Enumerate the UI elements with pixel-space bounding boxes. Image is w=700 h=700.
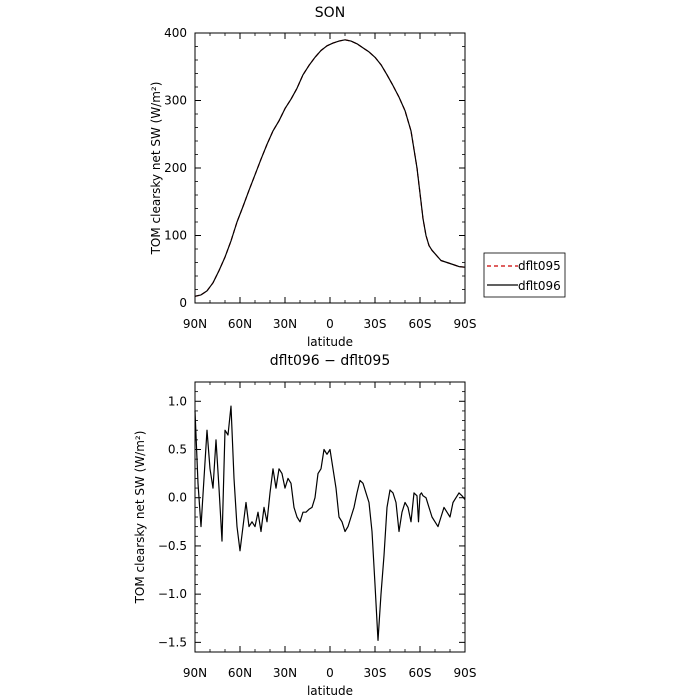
top-y-tick-label: 300 — [164, 94, 187, 108]
legend-box — [483, 252, 566, 298]
bottom-plot-frame — [194, 381, 466, 653]
legend-label-dflt095: dflt095 — [518, 259, 561, 273]
top-series — [194, 39, 466, 297]
bottom-y-axis-label: TOM clearsky net SW (W/m²) — [133, 431, 147, 605]
top-y-tick-label: 0 — [179, 296, 187, 310]
top-series-line-dflt096 — [194, 39, 466, 297]
bottom-y-tick-label: −1.0 — [158, 587, 187, 601]
bottom-x-tick-label: 0 — [326, 666, 334, 680]
top-y-tick-label: 100 — [164, 229, 187, 243]
top-panel: SON TOM clearsky net SW (W/m²) latitude … — [149, 5, 476, 349]
bottom-x-axis-label: latitude — [307, 684, 353, 698]
bottom-series — [194, 405, 466, 642]
legend-label-dflt096: dflt096 — [518, 279, 561, 293]
bottom-panel: dflt096 − dflt095 TOM clearsky net SW (W… — [133, 353, 476, 698]
top-ticks: 90N 60N 30N 0 30S 60S 90S 0 100 200 300 400 — [164, 26, 476, 331]
bottom-y-tick-label: 0.5 — [168, 443, 187, 457]
top-x-tick-label: 30N — [273, 317, 297, 331]
top-y-tick-label: 400 — [164, 26, 187, 40]
top-x-tick-label: 90N — [183, 317, 207, 331]
legend: dflt095 dflt096 — [483, 252, 566, 298]
top-x-axis-label: latitude — [307, 335, 353, 349]
bottom-x-tick-label: 30N — [273, 666, 297, 680]
top-y-axis-label: TOM clearsky net SW (W/m²) — [149, 82, 163, 256]
top-x-tick-label: 60N — [228, 317, 252, 331]
bottom-x-tick-label: 90S — [454, 666, 477, 680]
top-plot-frame — [194, 32, 466, 304]
bottom-x-tick-label: 30S — [364, 666, 387, 680]
bottom-y-tick-label: −1.5 — [158, 635, 187, 649]
top-x-tick-label: 30S — [364, 317, 387, 331]
bottom-y-tick-label: 1.0 — [168, 394, 187, 408]
bottom-x-tick-label: 60N — [228, 666, 252, 680]
bottom-x-tick-label: 60S — [409, 666, 432, 680]
top-series-line-dflt095 — [194, 39, 466, 297]
top-x-tick-label: 60S — [409, 317, 432, 331]
bottom-chart-title: dflt096 − dflt095 — [270, 353, 390, 369]
bottom-y-tick-label: 0.0 — [168, 491, 187, 505]
bottom-x-tick-label: 90N — [183, 666, 207, 680]
top-y-tick-label: 200 — [164, 161, 187, 175]
top-chart-title: SON — [315, 5, 345, 21]
top-x-tick-label: 0 — [326, 317, 334, 331]
top-x-tick-label: 90S — [454, 317, 477, 331]
bottom-ticks: 90N 60N 30N 0 30S 60S 90S 1.0 0.5 0.0 −0.5 −1.0 −1.5 — [158, 381, 477, 680]
bottom-series-line-series-0 — [194, 405, 466, 642]
bottom-y-tick-label: −0.5 — [158, 539, 187, 553]
